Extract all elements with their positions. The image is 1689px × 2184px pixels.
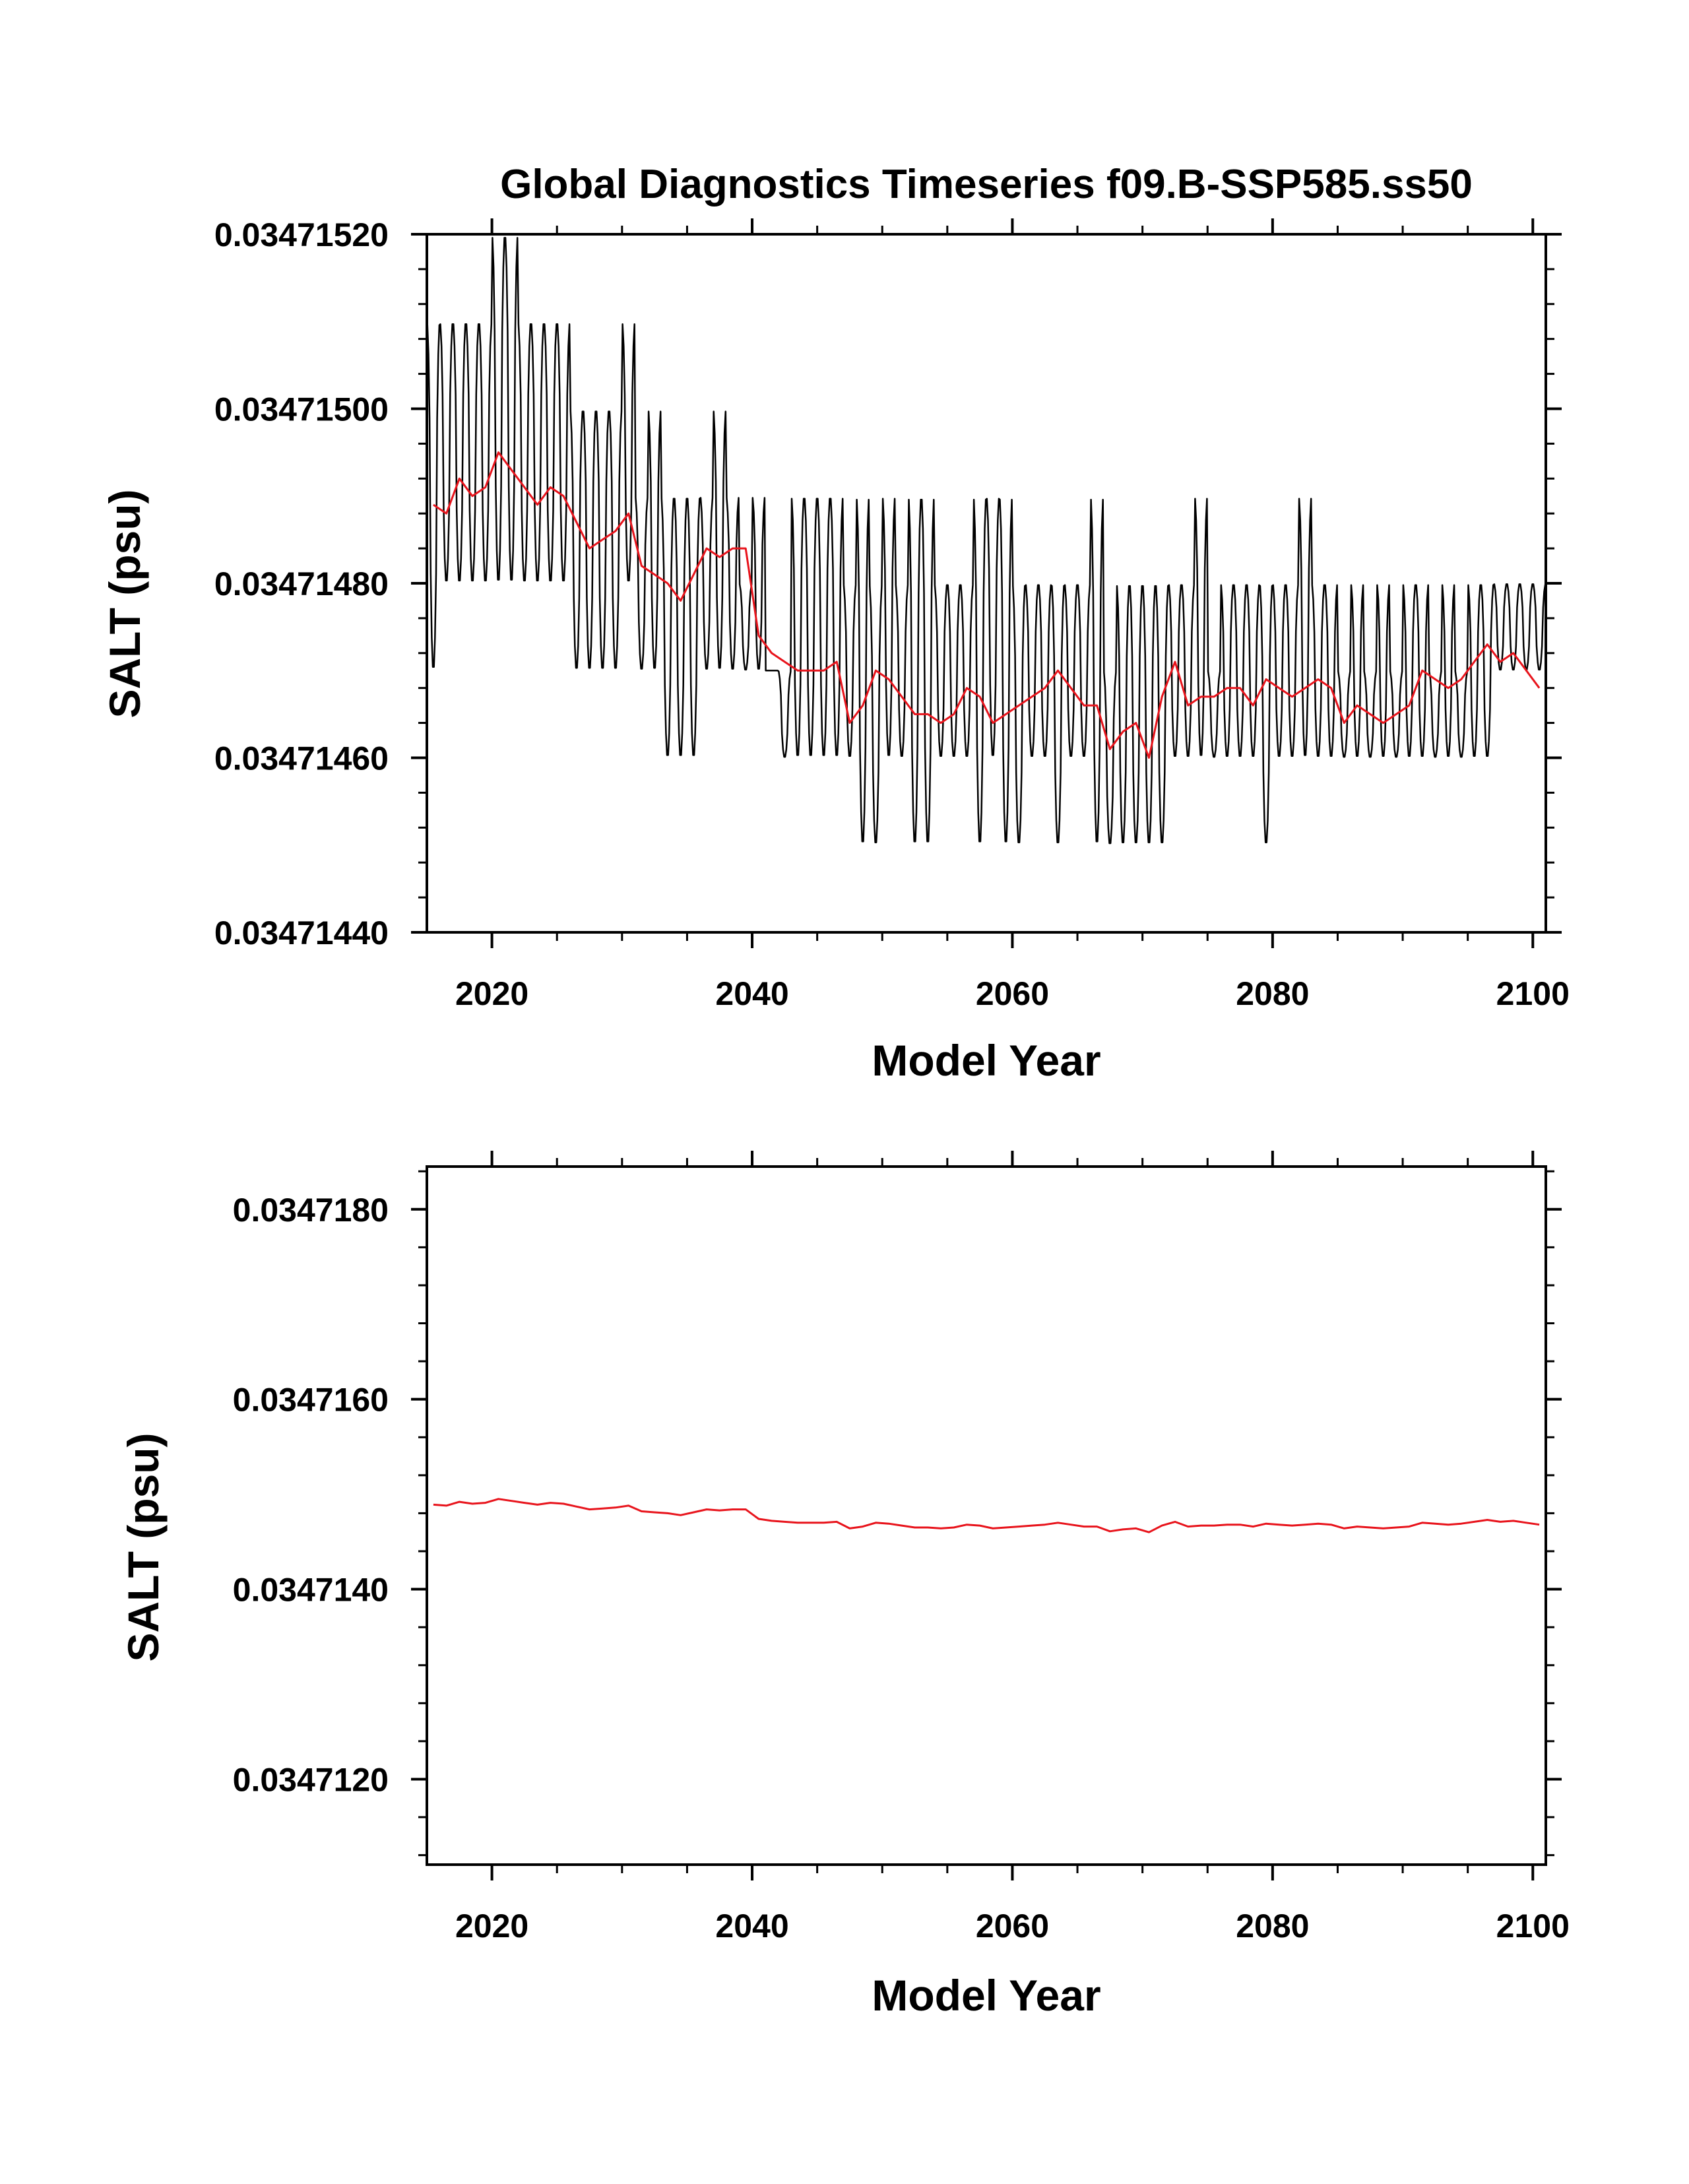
y-tick-label: 0.0347140 <box>233 1572 389 1609</box>
y-tick-label: 0.0347160 <box>233 1382 389 1419</box>
x-axis-label: Model Year <box>872 1036 1100 1085</box>
series-line-annual <box>433 451 1541 759</box>
x-axis-label: Model Year <box>872 1971 1100 2020</box>
x-tick-label: 2040 <box>715 975 788 1012</box>
y-tick-label: 0.03471440 <box>214 915 389 951</box>
series-line-annual <box>433 1498 1540 1533</box>
y-tick-label: 0.0347180 <box>233 1192 389 1229</box>
x-tick-label: 2100 <box>1496 1908 1570 1944</box>
y-axis-label: SALT (psu) <box>119 1432 168 1661</box>
y-tick-label: 0.0347120 <box>233 1761 389 1798</box>
chart-title: Global Diagnostics Timeseries f09.B-SSP5… <box>500 162 1473 207</box>
y-tick-label: 0.03471500 <box>214 391 389 428</box>
bottom-panel: 2020 2040 2060 2080 2100 0.0347120 0.0347140 0.… <box>119 1151 1570 2020</box>
y-axis-label: SALT (psu) <box>100 489 149 718</box>
x-tick-label: 2080 <box>1236 1908 1309 1944</box>
x-tick-label: 2060 <box>976 1908 1049 1944</box>
series-line-monthly <box>427 237 1546 845</box>
x-tick-label: 2060 <box>976 975 1049 1012</box>
y-tick-label: 0.03471520 <box>214 216 389 253</box>
plot-frame <box>426 233 1547 934</box>
x-tick-label: 2040 <box>715 1908 788 1944</box>
top-panel: Global Diagnostics Timeseries f09.B-SSP5… <box>100 162 1570 1085</box>
x-tick-label: 2080 <box>1236 975 1309 1012</box>
x-tick-label: 2020 <box>455 1908 528 1944</box>
x-tick-label: 2100 <box>1496 975 1570 1012</box>
y-tick-label: 0.03471480 <box>214 565 389 602</box>
y-tick-label: 0.03471460 <box>214 740 389 777</box>
plot-frame <box>426 1165 1547 1866</box>
x-tick-label: 2020 <box>455 975 528 1012</box>
